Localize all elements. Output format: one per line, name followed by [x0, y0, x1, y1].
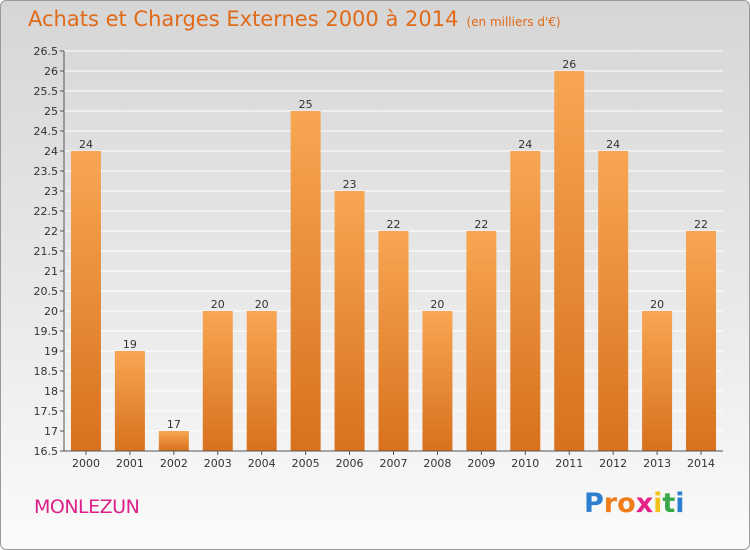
- x-tick-label: 2007: [380, 457, 408, 470]
- data-label: 22: [474, 218, 488, 231]
- data-label: 17: [167, 418, 181, 431]
- y-tick-label: 24: [44, 145, 58, 158]
- town-name: MONLEZUN: [34, 496, 140, 518]
- bar-2005: [290, 111, 321, 451]
- data-label: 26: [562, 58, 576, 71]
- y-tick-label: 20: [44, 305, 58, 318]
- y-tick-label: 26.5: [34, 45, 59, 58]
- data-label: 20: [211, 298, 225, 311]
- x-tick-label: 2013: [643, 457, 671, 470]
- bar-2011: [554, 71, 585, 451]
- y-tick-label: 16.5: [34, 445, 59, 458]
- data-label: 19: [123, 338, 137, 351]
- bar-layer: [70, 71, 717, 451]
- bar-2003: [202, 311, 233, 451]
- x-tick-label: 2008: [423, 457, 451, 470]
- y-tick-label: 19.5: [34, 325, 59, 338]
- bar-2009: [466, 231, 497, 451]
- x-tick-label: 2014: [687, 457, 715, 470]
- bar-2007: [378, 231, 409, 451]
- y-tick-label: 17: [44, 425, 58, 438]
- data-label: 24: [606, 138, 620, 151]
- y-tick-label: 26: [44, 65, 58, 78]
- y-tick-label: 18.5: [34, 365, 59, 378]
- y-tick-label: 17.5: [34, 405, 59, 418]
- y-tick-label: 22: [44, 225, 58, 238]
- bar-2012: [598, 151, 629, 451]
- x-tick-label: 2004: [248, 457, 276, 470]
- x-tick-label: 2000: [72, 457, 100, 470]
- data-label: 24: [518, 138, 532, 151]
- y-tick-label: 18: [44, 385, 58, 398]
- label-layer: 24 19 17 20 20 25 23 22 20 22 24 26 24 20 22: [79, 58, 708, 431]
- x-tick-label: 2012: [599, 457, 627, 470]
- x-tick-label: 2006: [336, 457, 364, 470]
- y-tick-label: 19: [44, 345, 58, 358]
- y-tick-label: 22.5: [34, 205, 59, 218]
- chart-title-text: Achats et Charges Externes 2000 à 2014: [28, 7, 459, 31]
- data-label: 24: [79, 138, 93, 151]
- chart-title: Achats et Charges Externes 2000 à 2014 (e…: [28, 7, 561, 31]
- proxiti-logo[interactable]: Proxiti: [584, 488, 685, 519]
- data-label: 20: [650, 298, 664, 311]
- data-label: 25: [299, 98, 313, 111]
- x-tick-label: 2003: [204, 457, 232, 470]
- y-tick-label: 21: [44, 265, 58, 278]
- y-tick-label: 25.5: [34, 85, 59, 98]
- x-tick-label: 2002: [160, 457, 188, 470]
- bar-2008: [422, 311, 453, 451]
- bar-2013: [642, 311, 673, 451]
- x-tick-label: 2001: [116, 457, 144, 470]
- data-label: 22: [694, 218, 708, 231]
- data-label: 23: [343, 178, 357, 191]
- axis-layer: 16.5 17 17.5 18 18.5 19 19.5 20 20.5 21 21.5 22 22.5…: [34, 45, 723, 470]
- y-tick-label: 20.5: [34, 285, 59, 298]
- x-tick-label: 2011: [555, 457, 583, 470]
- bar-2006: [334, 191, 365, 451]
- x-tick-label: 2010: [511, 457, 539, 470]
- x-tick-label: 2009: [467, 457, 495, 470]
- chart-subtitle: (en milliers d'€): [466, 15, 561, 29]
- y-tick-label: 23.5: [34, 165, 59, 178]
- bar-2001: [114, 351, 145, 451]
- bar-2002: [158, 431, 189, 451]
- bar-2010: [510, 151, 541, 451]
- x-tick-label: 2005: [292, 457, 320, 470]
- bar-2004: [246, 311, 277, 451]
- bar-2000: [70, 151, 101, 451]
- bar-2014: [686, 231, 717, 451]
- y-tick-label: 25: [44, 105, 58, 118]
- y-tick-label: 23: [44, 185, 58, 198]
- data-label: 20: [255, 298, 269, 311]
- y-tick-label: 21.5: [34, 245, 59, 258]
- data-label: 22: [387, 218, 401, 231]
- y-tick-label: 24.5: [34, 125, 59, 138]
- data-label: 20: [430, 298, 444, 311]
